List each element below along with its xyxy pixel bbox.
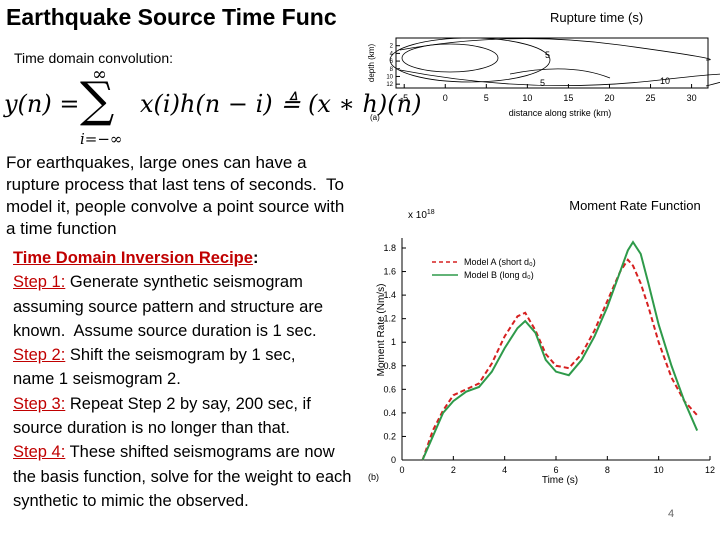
x-tick-label: 0 — [443, 93, 448, 103]
y-axis-label: Moment Rate (Nm/s) — [376, 284, 387, 377]
recipe-heading-colon: : — [252, 249, 259, 267]
y-tick-label: 2 — [390, 44, 394, 50]
recipe-line: Step 4: These shifted seismograms are no… — [13, 440, 351, 464]
step-text: name 1 seismogram 2. — [13, 370, 181, 389]
recipe-line: Step 2: Shift the seismogram by 1 sec, — [13, 343, 351, 367]
paragraph: For earthquakes, large ones can have a ru… — [6, 152, 344, 240]
x-tick-label: 25 — [646, 93, 656, 103]
y-tick-label: 1.6 — [383, 267, 396, 277]
rupture-figure: Rupture time (s) 5 5 10 depth (km) dista… — [367, 10, 720, 122]
formula-rhs: x(i)h(n − i) ≜ (x ∗ h)(n) — [140, 90, 422, 118]
multiplier: x 1018 — [408, 209, 435, 221]
x-tick-label: 12 — [705, 465, 715, 475]
series-line — [421, 258, 698, 461]
rupture-panel: (a) — [370, 113, 380, 122]
step-label: Step 2: — [13, 346, 66, 365]
y-tick-label: 0.4 — [383, 408, 396, 418]
step-label: Step 1: — [13, 273, 66, 292]
recipe-line: Step 1: Generate synthetic seismogram — [13, 270, 351, 294]
x-tick-label: 10 — [522, 93, 532, 103]
rupture-frame — [395, 37, 709, 89]
legend-label: Model B (long d₀) — [464, 270, 534, 280]
step-label: Step 3: — [13, 394, 66, 413]
step-text: synthetic to mimic the observed. — [13, 491, 249, 510]
y-tick-label: 1 — [391, 337, 396, 347]
formula-lhs: y(n) = — [4, 90, 80, 118]
recipe-line: the basis function, solve for the weight… — [13, 465, 351, 489]
slide-title: Earthquake Source Time Func — [6, 4, 337, 30]
step-text: Shift the seismogram by 1 sec, — [65, 346, 296, 365]
x-tick-label: 0 — [399, 465, 404, 475]
y-tick-label: 0 — [391, 455, 396, 465]
x-tick-label: 2 — [451, 465, 456, 475]
multiplier-exp: 18 — [427, 209, 435, 216]
step-text: the basis function, solve for the weight… — [13, 467, 352, 486]
paragraph-line: For earthquakes, large ones can have a — [6, 153, 307, 172]
x-tick-label: -5 — [400, 93, 408, 103]
multiplier-base: x 10 — [408, 210, 427, 221]
recipe-line: assuming source pattern and structure ar… — [13, 295, 351, 319]
recipe-line: name 1 seismogram 2. — [13, 367, 351, 391]
recipe-line: source duration is no longer than that. — [13, 416, 351, 440]
step-text: Generate synthetic seismogram — [65, 273, 303, 292]
y-tick-label: 0.8 — [383, 361, 396, 371]
moment-rate-chart: Moment Rate Function x 1018 Moment Rate … — [368, 198, 715, 486]
x-axis-label: Time (s) — [542, 475, 578, 486]
step-text: known. Assume source duration is 1 sec. — [13, 321, 317, 340]
x-tick-label: 20 — [604, 93, 614, 103]
sum-sign: ∑ — [80, 72, 115, 128]
y-tick-label: 1.4 — [383, 290, 396, 300]
y-tick-label: 10 — [386, 74, 393, 80]
sum-top: ∞ — [92, 64, 107, 85]
x-tick-label: 15 — [563, 93, 573, 103]
recipe-line: synthetic to mimic the observed. — [13, 489, 351, 513]
step-text: source duration is no longer than that. — [13, 419, 291, 438]
step-label: Step 4: — [13, 443, 66, 462]
subtitle: Time domain convolution: — [14, 50, 174, 66]
recipe-line: known. Assume source duration is 1 sec. — [13, 319, 351, 343]
paragraph-line: rupture process that last tens of second… — [6, 175, 344, 194]
x-tick-label: 5 — [484, 93, 489, 103]
recipe: Time Domain Inversion Recipe: Step 1: Gen… — [13, 246, 351, 513]
recipe-heading-text: Time Domain Inversion Recipe — [13, 249, 253, 267]
y-tick-label: 1.8 — [383, 243, 396, 253]
y-tick-label: 8 — [390, 67, 394, 73]
recipe-line: Step 3: Repeat Step 2 by say, 200 sec, i… — [13, 392, 351, 416]
x-tick-label: 8 — [605, 465, 610, 475]
y-tick-label: 1.2 — [383, 314, 396, 324]
rupture-ylabel: depth (km) — [367, 44, 376, 83]
paragraph-line: a time function — [6, 219, 117, 238]
contour-label: 10 — [660, 76, 670, 86]
recipe-heading: Time Domain Inversion Recipe: — [13, 246, 351, 270]
step-text: Repeat Step 2 by say, 200 sec, if — [65, 394, 311, 413]
chart-title: Moment Rate Function — [569, 198, 701, 213]
y-tick-label: 6 — [390, 59, 394, 65]
legend-label: Model A (short d₀) — [464, 257, 536, 267]
x-tick-label: 4 — [502, 465, 507, 475]
panel-label: (b) — [368, 472, 379, 482]
contour-label: 5 — [540, 78, 545, 88]
y-tick-label: 0.6 — [383, 384, 396, 394]
y-tick-label: 4 — [390, 51, 394, 57]
paragraph-line: model it, people convolve a point source… — [6, 197, 345, 216]
y-tick-label: 12 — [386, 82, 393, 88]
rupture-title: Rupture time (s) — [550, 10, 643, 25]
formula: y(n) = ∞ ∑ i=−∞ x(i)h(n − i) ≜ (x ∗ h)(n… — [0, 64, 421, 150]
y-tick-label: 0.2 — [383, 431, 396, 441]
x-tick-label: 30 — [687, 93, 697, 103]
page-number: 4 — [668, 508, 675, 520]
x-tick-label: 6 — [553, 465, 558, 475]
series-line — [421, 240, 699, 461]
sum-bottom: i=−∞ — [80, 130, 123, 148]
step-text: These shifted seismograms are now — [65, 443, 335, 462]
rupture-xlabel: distance along strike (km) — [509, 108, 612, 118]
contours — [389, 37, 720, 87]
x-tick-label: 10 — [654, 465, 664, 475]
contour-label: 5 — [545, 50, 550, 60]
step-text: assuming source pattern and structure ar… — [13, 297, 323, 316]
